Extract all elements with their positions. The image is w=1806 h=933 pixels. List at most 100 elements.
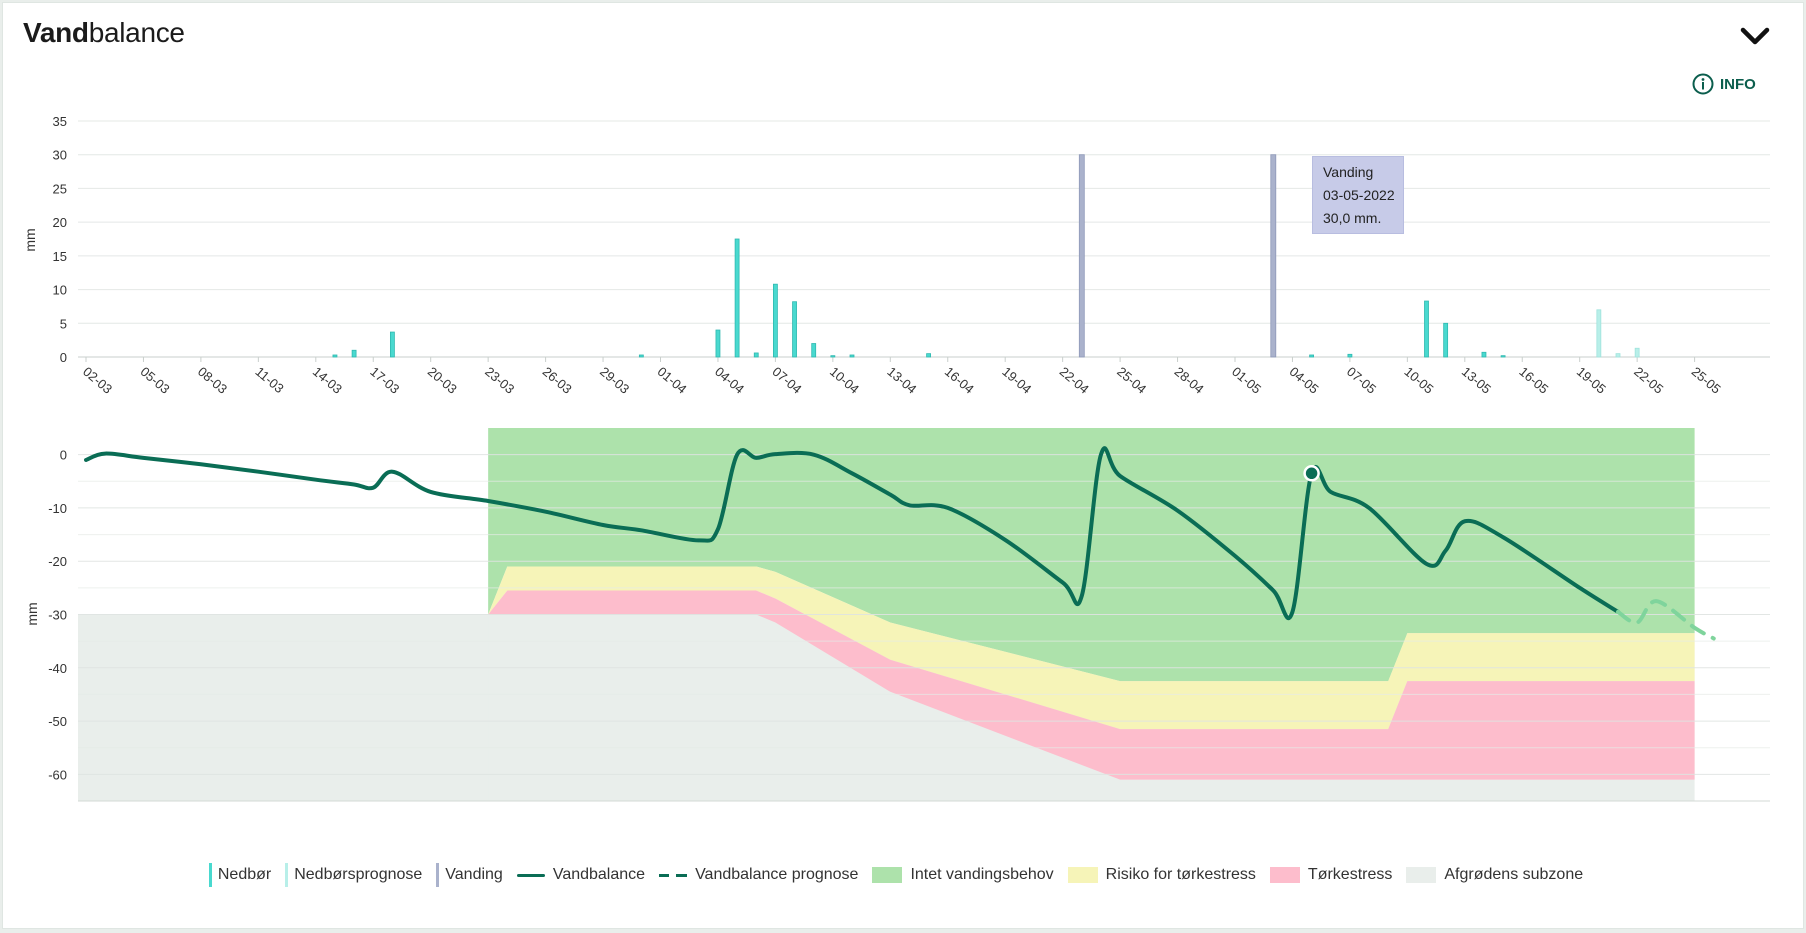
top-y-tick-label: 0 xyxy=(60,350,67,365)
bar-nedbor xyxy=(926,353,931,358)
x-tick-label: 10-05 xyxy=(1401,364,1436,397)
bar-nedborsprognose xyxy=(1596,309,1602,358)
bar-nedbor xyxy=(351,349,357,358)
x-tick-label: 02-03 xyxy=(80,364,115,397)
x-tick-label: 25-05 xyxy=(1689,364,1724,397)
legend-swatch-subzone xyxy=(1406,867,1437,883)
line-vandbalance xyxy=(84,446,1620,621)
bar-nedbor xyxy=(830,355,836,358)
legend-label-torkestress: Tørkestress xyxy=(1307,866,1393,883)
x-tick-label: 13-04 xyxy=(884,364,919,397)
bar-nedbor xyxy=(389,331,395,358)
title-rest: balance xyxy=(88,17,185,48)
x-tick-label: 16-04 xyxy=(942,364,977,397)
legend-item-risiko[interactable]: Risiko for tørkestress xyxy=(1067,866,1256,884)
x-tick-label: 07-05 xyxy=(1344,364,1379,397)
x-tick-label: 05-03 xyxy=(138,364,173,397)
top-y-tick-label: 15 xyxy=(53,249,67,264)
legend-swatch-nedbor_prognose xyxy=(285,863,289,887)
bar-nedbor xyxy=(734,238,740,358)
bottom-y-tick-label: -10 xyxy=(48,501,67,516)
bar-nedbor xyxy=(638,354,644,358)
x-tick-label: 04-05 xyxy=(1287,364,1322,397)
bar-nedborsprognose xyxy=(1634,347,1640,358)
legend-item-nedbor[interactable]: Nedbør xyxy=(208,863,272,887)
legend-item-nedbor_prognose[interactable]: Nedbørsprognose xyxy=(285,863,422,887)
legend-label-vandbalance_prognose: Vandbalance prognose xyxy=(695,866,859,883)
bar-nedbor xyxy=(1481,351,1487,358)
legend-item-torkestress[interactable]: Tørkestress xyxy=(1269,866,1393,884)
legend-label-nedbor: Nedbør xyxy=(217,866,272,883)
top-y-tick-label: 30 xyxy=(53,148,67,163)
tooltip-date: 03-05-2022 xyxy=(1323,187,1395,203)
bar-vanding xyxy=(1270,154,1277,358)
top-y-tick-label: 10 xyxy=(53,283,67,298)
x-tick-label: 28-04 xyxy=(1172,364,1207,397)
bar-nedborsprognose xyxy=(1615,353,1621,358)
chart-tooltip: Vanding 03-05-2022 30,0 mm. xyxy=(1312,156,1404,234)
pre-season-subzone xyxy=(78,614,489,801)
x-tick-label: 20-03 xyxy=(425,364,460,397)
bar-vanding xyxy=(1078,154,1085,358)
x-tick-label: 26-03 xyxy=(540,364,575,397)
legend-item-vandbalance[interactable]: Vandbalance xyxy=(516,866,645,884)
info-button[interactable]: INFO xyxy=(1692,72,1756,96)
legend-swatch-vanding xyxy=(436,863,440,887)
x-tick-label: 22-04 xyxy=(1057,364,1092,397)
legend-label-nedbor_prognose: Nedbørsprognose xyxy=(294,866,423,883)
bar-nedbor xyxy=(715,329,721,358)
bottom-y-tick-label: -20 xyxy=(48,554,67,569)
bottom-y-axis-label: mm xyxy=(24,602,40,625)
x-tick-label: 11-03 xyxy=(252,364,286,396)
bar-nedbor xyxy=(332,354,338,358)
page-title: Vandbalance xyxy=(23,17,185,49)
x-tick-label: 16-05 xyxy=(1516,364,1551,397)
top-y-tick-label: 5 xyxy=(60,316,67,331)
area-torkestress xyxy=(86,590,1695,780)
bar-nedbor xyxy=(849,354,855,358)
top-y-tick-label: 35 xyxy=(53,114,67,129)
x-tick-label: 22-05 xyxy=(1631,364,1666,397)
x-tick-label: 19-04 xyxy=(999,364,1034,397)
legend-item-vanding[interactable]: Vanding xyxy=(436,863,503,887)
legend-swatch-intet xyxy=(872,867,903,883)
legend-item-vandbalance_prognose[interactable]: Vandbalance prognose xyxy=(659,866,858,884)
top-y-tick-label: 20 xyxy=(53,215,67,230)
area-risiko xyxy=(86,566,1695,730)
legend-item-intet[interactable]: Intet vandingsbehov xyxy=(872,866,1054,884)
bar-nedbor xyxy=(1500,355,1506,358)
tooltip-value: 30,0 mm. xyxy=(1323,210,1382,226)
legend-swatch-torkestress xyxy=(1269,867,1300,883)
chart-legend: Nedbør Nedbørsprognose Vanding Vandbalance V… xyxy=(0,863,1806,887)
bottom-y-tick-label: 0 xyxy=(60,448,67,463)
bar-nedbor xyxy=(1424,300,1429,358)
bar-nedbor xyxy=(1347,353,1353,358)
bar-nedbor xyxy=(792,301,797,358)
legend-label-subzone: Afgrødens subzone xyxy=(1444,866,1584,883)
legend-item-subzone[interactable]: Afgrødens subzone xyxy=(1406,866,1583,884)
x-tick-label: 04-04 xyxy=(712,364,747,397)
legend-swatch-nedbor xyxy=(208,863,212,887)
bar-nedbor xyxy=(1443,322,1449,358)
bar-nedbor xyxy=(753,352,759,358)
legend-label-intet: Intet vandingsbehov xyxy=(910,866,1054,883)
legend-swatch-risiko xyxy=(1067,867,1098,883)
top-y-tick-label: 25 xyxy=(53,181,67,196)
bottom-y-tick-label: -40 xyxy=(48,661,67,676)
bar-nedbor xyxy=(811,343,817,358)
tooltip-title: Vanding xyxy=(1323,164,1374,180)
x-tick-label: 14-03 xyxy=(310,364,345,397)
x-tick-label: 29-03 xyxy=(597,364,632,397)
legend-label-risiko: Risiko for tørkestress xyxy=(1105,866,1256,883)
collapse-chevron-icon[interactable] xyxy=(1738,21,1772,49)
x-tick-label: 01-05 xyxy=(1229,364,1264,397)
bar-nedbor xyxy=(1309,354,1314,358)
hover-marker xyxy=(1303,465,1320,482)
x-tick-label: 13-05 xyxy=(1459,364,1494,397)
x-tick-label: 19-05 xyxy=(1574,364,1609,397)
legend-swatch-vandbalance xyxy=(516,873,545,877)
bar-nedbor xyxy=(773,283,778,358)
bottom-y-tick-label: -30 xyxy=(48,608,67,623)
bottom-y-tick-label: -50 xyxy=(48,714,67,729)
